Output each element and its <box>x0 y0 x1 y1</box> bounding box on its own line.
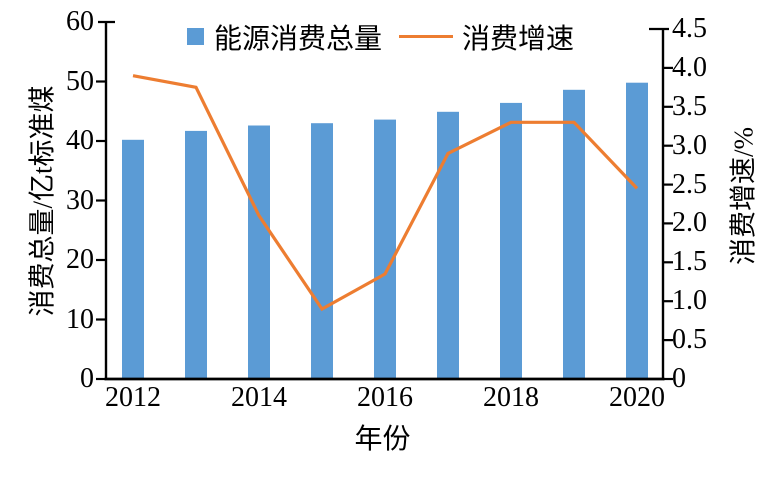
right-tick-label-1.0: 1.0 <box>672 285 707 316</box>
right-tick-label-3.0: 3.0 <box>672 130 707 161</box>
right-tick-label-4.5: 4.5 <box>672 13 707 44</box>
right-tick-label-2.5: 2.5 <box>672 169 707 200</box>
growth-rate-line <box>132 74 639 312</box>
x-tick-label-2016: 2016 <box>357 382 413 413</box>
bar-2012 <box>122 139 144 379</box>
bar-2020 <box>626 82 648 379</box>
right-tick-label-3.5: 3.5 <box>672 91 707 122</box>
x-tick-label-2018: 2018 <box>483 382 539 413</box>
right-axis-title: 消费增速/% <box>728 127 759 265</box>
x-tick-label-2012: 2012 <box>105 382 161 413</box>
left-tick-label-60: 60 <box>66 6 94 37</box>
left-tick-label-40: 40 <box>66 125 94 156</box>
bar-2016 <box>374 119 396 379</box>
left-tick-label-20: 20 <box>66 244 94 275</box>
chart-legend: 能源消费总量 消费增速 <box>187 20 574 55</box>
line-series-legend-label: 消费增速 <box>462 23 575 55</box>
right-tick-label-4.0: 4.0 <box>672 52 707 83</box>
x-axis-title: 年份 <box>354 424 411 455</box>
bar-series-legend-label: 能源消费总量 <box>214 23 383 55</box>
right-tick-label-2.0: 2.0 <box>672 207 707 238</box>
bar-2018 <box>500 102 522 380</box>
right-tick-label-1.5: 1.5 <box>672 246 707 277</box>
x-tick-label-2014: 2014 <box>231 382 287 413</box>
left-tick-label-50: 50 <box>66 66 94 97</box>
bar-2017 <box>437 111 459 380</box>
bar-2019 <box>563 89 585 380</box>
x-tick-label-2020: 2020 <box>609 382 665 413</box>
left-tick-label-30: 30 <box>66 185 94 216</box>
bar-2013 <box>185 130 207 379</box>
right-tick-label-0: 0 <box>672 363 686 394</box>
bar-2015 <box>311 123 333 379</box>
bar-2014 <box>248 125 270 379</box>
line-series-swatch-icon <box>399 35 454 38</box>
bar-series-swatch-icon <box>187 28 204 45</box>
right-tick-label-0.5: 0.5 <box>672 324 707 355</box>
left-tick-label-0: 0 <box>80 363 94 394</box>
left-tick-label-10: 10 <box>66 304 94 335</box>
